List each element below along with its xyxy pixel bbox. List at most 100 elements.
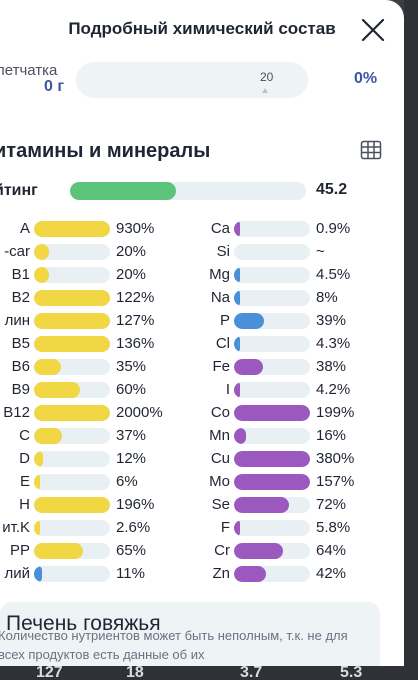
nutrient-bar bbox=[234, 566, 310, 582]
nutrient-bar bbox=[234, 382, 310, 398]
nutrient-bar bbox=[234, 221, 310, 237]
nutrient-bar-fill bbox=[234, 221, 240, 237]
nutrient-bar-fill bbox=[34, 221, 110, 237]
nutrient-value: 2000% bbox=[116, 404, 163, 421]
table-view-button[interactable] bbox=[360, 140, 382, 160]
nutrient-bar bbox=[34, 520, 110, 536]
nutrient-name: Cr bbox=[214, 542, 230, 559]
nutrient-bar-fill bbox=[34, 497, 110, 513]
fiber-row: летчатка 0 г 20 0% bbox=[0, 58, 404, 104]
nutrient-bar-fill bbox=[34, 359, 61, 375]
nutrient-name: Na bbox=[210, 289, 230, 306]
nutrient-bar bbox=[234, 405, 310, 421]
nutrient-bar-fill bbox=[234, 382, 240, 398]
nutrient-row: B1 20% bbox=[0, 265, 404, 285]
nutrient-value: 4.2% bbox=[316, 381, 351, 398]
nutrient-value: 6% bbox=[116, 473, 138, 490]
nutrient-bar bbox=[234, 313, 310, 329]
nutrient-bar bbox=[34, 359, 110, 375]
nutrient-row: Mn 16% bbox=[0, 426, 404, 446]
nutrient-bar-fill bbox=[234, 474, 310, 490]
nutrient-name: Cl bbox=[215, 335, 230, 352]
nutrient-name: D bbox=[19, 450, 30, 467]
nutrient-name: B12 bbox=[3, 404, 30, 421]
nutrient-row: A 930% bbox=[0, 219, 404, 239]
nutrient-name: A bbox=[19, 220, 30, 237]
nutrient-name: Fe bbox=[212, 358, 230, 375]
nutrient-row: B9 60% bbox=[0, 380, 404, 400]
nutrient-bar bbox=[34, 221, 110, 237]
nutrient-bar-fill bbox=[34, 244, 50, 260]
nutrient-bar-fill bbox=[234, 451, 310, 467]
nutrient-bar-fill bbox=[34, 543, 84, 559]
nutrient-row: F 5.8% bbox=[0, 518, 404, 538]
nutrient-bar bbox=[34, 267, 110, 283]
nutrient-name: Mn bbox=[209, 427, 230, 444]
nutrient-name: лий bbox=[4, 565, 30, 582]
nutrient-name: Zn bbox=[212, 565, 230, 582]
close-button[interactable] bbox=[360, 17, 386, 43]
nutrient-row: ит.K 2.6% bbox=[0, 518, 404, 538]
nutrient-bar bbox=[34, 336, 110, 352]
nutrient-name: Mg bbox=[209, 266, 230, 283]
nutrient-row: лий 11% bbox=[0, 564, 404, 584]
fiber-slider[interactable]: 20 bbox=[76, 62, 308, 98]
nutrient-value: 199% bbox=[316, 404, 355, 421]
nutrient-row: B2 122% bbox=[0, 288, 404, 308]
nutrient-bar-fill bbox=[234, 543, 283, 559]
nutrient-bar-fill bbox=[234, 428, 247, 444]
nutrient-row: Mo 157% bbox=[0, 472, 404, 492]
nutrient-name: ит.K bbox=[2, 519, 30, 536]
nutrient-bar bbox=[34, 405, 110, 421]
nutrient-value: 12% bbox=[116, 450, 147, 467]
background-edge bbox=[404, 0, 418, 680]
nutrient-value: 39% bbox=[316, 312, 347, 329]
nutrient-bar bbox=[234, 336, 310, 352]
nutrient-row: Cl 4.3% bbox=[0, 334, 404, 354]
nutrient-value: 64% bbox=[316, 542, 347, 559]
nutrient-value: 20% bbox=[116, 243, 147, 260]
macro-summary-strip: 127 18 3.7 5.3 bbox=[0, 666, 404, 680]
sheet-header: Подробный химический состав bbox=[0, 0, 404, 58]
nutrient-bar-fill bbox=[234, 566, 266, 582]
nutrient-value: 60% bbox=[116, 381, 147, 398]
nutrient-bar-fill bbox=[34, 451, 44, 467]
nutrient-row: Se 72% bbox=[0, 495, 404, 515]
nutrient-name: B6 bbox=[11, 358, 30, 375]
nutrient-bar-fill bbox=[234, 336, 240, 352]
nutrient-name: PP bbox=[9, 542, 30, 559]
nutrient-value: 42% bbox=[316, 565, 347, 582]
nutrient-row: Mg 4.5% bbox=[0, 265, 404, 285]
close-icon bbox=[361, 18, 385, 42]
nutrient-bar bbox=[34, 290, 110, 306]
nutrient-bar-fill bbox=[234, 405, 310, 421]
nutrient-row: B6 35% bbox=[0, 357, 404, 377]
nutrient-row: D 12% bbox=[0, 449, 404, 469]
nutrient-name: лин bbox=[4, 312, 30, 329]
nutrient-name: H bbox=[19, 496, 30, 513]
fiber-marker-tick bbox=[262, 88, 268, 93]
nutrition-sheet: Подробный химический состав летчатка 0 г… bbox=[0, 0, 404, 680]
nutrient-name: Se bbox=[211, 496, 230, 513]
nutrient-value: 122% bbox=[116, 289, 155, 306]
nutrient-value: 72% bbox=[316, 496, 347, 513]
fiber-percent: 0% bbox=[354, 70, 378, 87]
nutrient-bar bbox=[34, 382, 110, 398]
nutrient-row: E 6% bbox=[0, 472, 404, 492]
nutrient-name: Co bbox=[210, 404, 230, 421]
nutrient-name: Mo bbox=[209, 473, 230, 490]
nutrient-value: 5.8% bbox=[316, 519, 351, 536]
nutrient-bar bbox=[34, 313, 110, 329]
summary-value-3: 3.7 bbox=[240, 666, 263, 680]
nutrient-value: 8% bbox=[316, 289, 338, 306]
fiber-label: летчатка bbox=[0, 62, 58, 79]
nutrient-name: F bbox=[220, 519, 230, 536]
nutrient-row: Na 8% bbox=[0, 288, 404, 308]
nutrient-bar bbox=[234, 520, 310, 536]
fiber-amount: 0 г bbox=[44, 78, 65, 95]
nutrient-bar-fill bbox=[34, 474, 40, 490]
nutrient-bar bbox=[234, 474, 310, 490]
nutrient-value: 157% bbox=[316, 473, 355, 490]
nutrient-row: C 37% bbox=[0, 426, 404, 446]
nutrient-bar bbox=[234, 244, 310, 260]
